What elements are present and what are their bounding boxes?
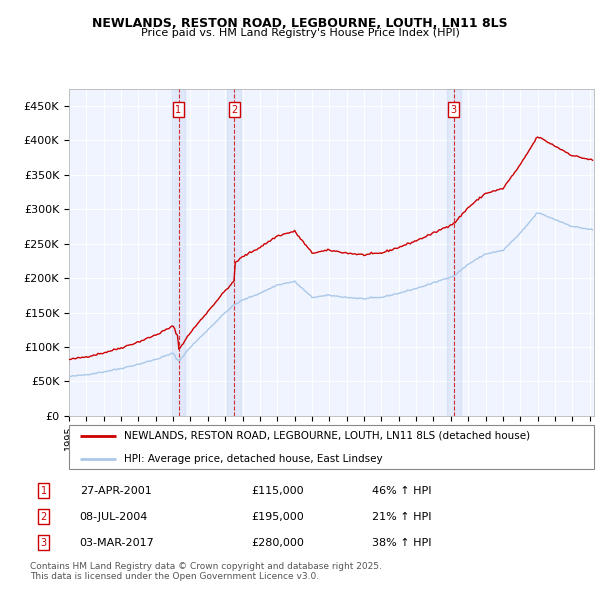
Text: Contains HM Land Registry data © Crown copyright and database right 2025.
This d: Contains HM Land Registry data © Crown c… [30, 562, 382, 581]
Text: 21% ↑ HPI: 21% ↑ HPI [372, 512, 432, 522]
Text: £115,000: £115,000 [251, 486, 304, 496]
Bar [227, 88, 241, 416]
Text: 2: 2 [41, 512, 47, 522]
Text: NEWLANDS, RESTON ROAD, LEGBOURNE, LOUTH, LN11 8LS: NEWLANDS, RESTON ROAD, LEGBOURNE, LOUTH,… [92, 17, 508, 30]
Text: 38% ↑ HPI: 38% ↑ HPI [372, 538, 432, 548]
Text: 3: 3 [41, 538, 47, 548]
Text: £195,000: £195,000 [251, 512, 304, 522]
Text: 2: 2 [231, 105, 238, 115]
Text: £280,000: £280,000 [251, 538, 304, 548]
Text: 1: 1 [41, 486, 47, 496]
Text: Price paid vs. HM Land Registry's House Price Index (HPI): Price paid vs. HM Land Registry's House … [140, 28, 460, 38]
Text: 3: 3 [451, 105, 457, 115]
FancyBboxPatch shape [69, 425, 594, 469]
Text: 27-APR-2001: 27-APR-2001 [80, 486, 151, 496]
Bar [172, 88, 185, 416]
Text: HPI: Average price, detached house, East Lindsey: HPI: Average price, detached house, East… [124, 454, 383, 464]
Text: NEWLANDS, RESTON ROAD, LEGBOURNE, LOUTH, LN11 8LS (detached house): NEWLANDS, RESTON ROAD, LEGBOURNE, LOUTH,… [124, 431, 530, 441]
Text: 1: 1 [175, 105, 182, 115]
Text: 46% ↑ HPI: 46% ↑ HPI [372, 486, 432, 496]
Text: 08-JUL-2004: 08-JUL-2004 [80, 512, 148, 522]
Text: 03-MAR-2017: 03-MAR-2017 [80, 538, 154, 548]
Bar [447, 88, 461, 416]
